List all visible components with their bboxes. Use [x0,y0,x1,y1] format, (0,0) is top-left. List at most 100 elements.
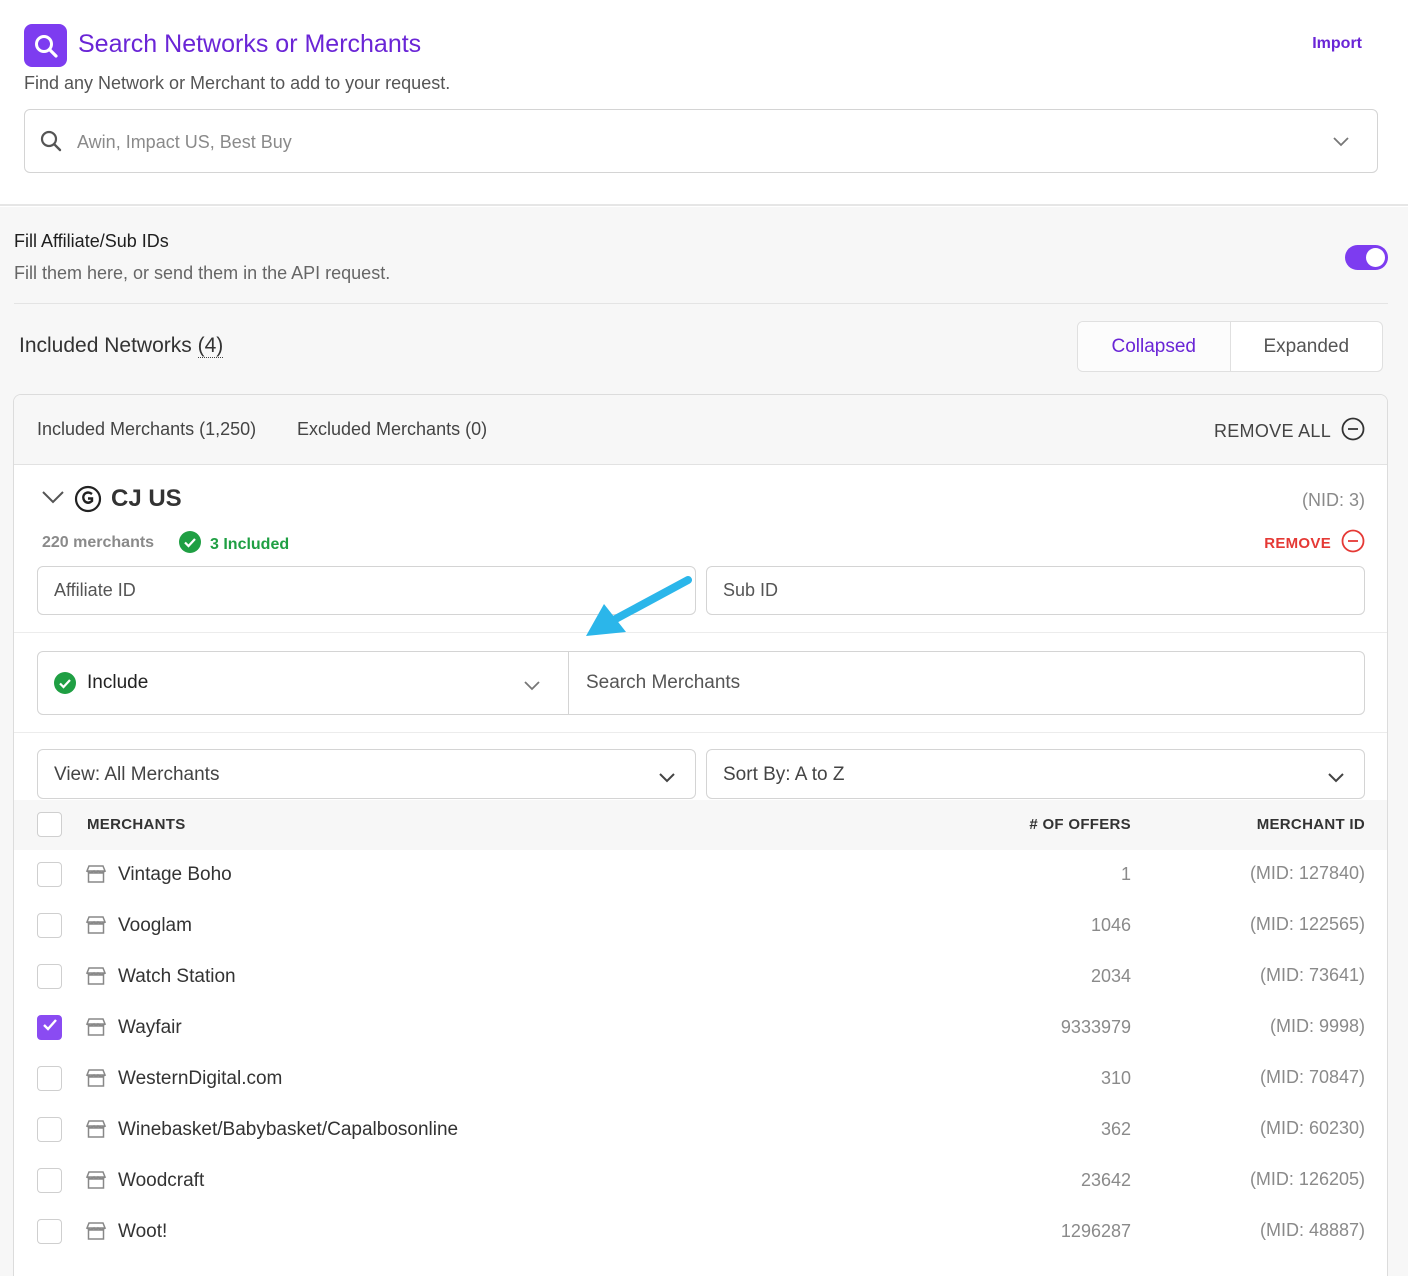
column-offers[interactable]: # OF OFFERS [1029,816,1131,833]
merchant-id: (MID: 48887) [1259,1220,1365,1240]
row-checkbox[interactable] [37,1066,62,1091]
store-icon [85,1017,107,1042]
page-subtitle: Find any Network or Merchant to add to y… [24,73,451,93]
divider [14,303,1388,304]
sub-id-field[interactable] [706,566,1365,615]
column-merchants[interactable]: MERCHANTS [87,816,186,833]
collapse-chevron-icon[interactable] [42,491,64,510]
sort-filter-select[interactable]: Sort By: A to Z [706,749,1365,799]
table-row[interactable]: Woodcraft 23642 (MID: 126205) [14,1156,1387,1207]
select-all-checkbox[interactable] [37,812,62,837]
merchant-id: (MID: 9998) [1269,1016,1365,1036]
remove-all-button[interactable]: REMOVE ALL [1214,417,1365,446]
merchant-id: (MID: 60230) [1259,1118,1365,1138]
row-checkbox[interactable] [37,1117,62,1142]
included-networks-label: Included Networks [19,334,198,357]
chevron-down-icon [659,770,675,788]
remove-network-label: REMOVE [1264,534,1331,552]
merchant-name: WesternDigital.com [118,1068,283,1089]
merchant-name: Vintage Boho [118,864,232,885]
network-name: CJ US [111,485,182,512]
included-count-text: 3 Included [210,535,290,553]
table-row[interactable]: Wayfair 9333979 (MID: 9998) [14,1003,1387,1054]
config-panel: Fill Affiliate/Sub IDs Fill them here, o… [0,207,1408,1276]
store-icon [85,966,107,991]
merchant-count: 220 merchants [42,534,155,551]
table-row[interactable]: Watch Station 2034 (MID: 73641) [14,952,1387,1003]
minus-circle-icon [1341,417,1365,446]
include-mode-select[interactable]: Include [38,652,569,714]
view-filter-select[interactable]: View: All Merchants [37,749,696,799]
search-icon [39,129,63,158]
merchant-name: Watch Station [118,966,236,987]
network-id: (NID: 3) [1302,490,1365,510]
chevron-down-icon[interactable] [1333,134,1349,152]
include-search-row: Include [37,651,1365,715]
offer-count: 362 [1100,1119,1131,1139]
table-row[interactable]: Winebasket/Babybasket/Capalbosonline 362 (… [14,1105,1387,1156]
store-icon [85,1221,107,1246]
table-header: MERCHANTS # OF OFFERS MERCHANT ID [14,800,1387,850]
annotation-arrow-icon [586,576,692,636]
network-search-input[interactable] [77,122,1307,162]
tab-included-merchants[interactable]: Included Merchants (1,250) [37,419,257,439]
tab-excluded-merchants[interactable]: Excluded Merchants (0) [297,419,488,439]
include-mode-label: Include [87,672,149,693]
merchant-id: (MID: 122565) [1249,914,1365,934]
fill-ids-subtitle: Fill them here, or send them in the API … [14,263,391,283]
merchant-search-input[interactable] [570,652,1364,714]
column-merchant-id[interactable]: MERCHANT ID [1256,816,1365,833]
row-checkbox[interactable] [37,913,62,938]
row-checkbox[interactable] [37,1015,62,1040]
network-search-box[interactable] [24,109,1378,173]
offer-count: 1046 [1090,915,1131,935]
network-card: Included Merchants (1,250) Excluded Merc… [13,394,1388,1276]
store-icon [85,1068,107,1093]
row-checkbox[interactable] [37,964,62,989]
divider [14,732,1387,733]
remove-network-button[interactable]: REMOVE [1264,529,1365,557]
merchant-name: Vooglam [118,915,192,936]
offer-count: 310 [1100,1068,1131,1088]
affiliate-id-field[interactable] [37,566,696,615]
table-row[interactable]: Vooglam 1046 (MID: 122565) [14,901,1387,952]
merchant-search-field[interactable] [570,652,1364,714]
merchant-id: (MID: 127840) [1249,863,1365,883]
offer-count: 1 [1120,864,1131,884]
check-circle-icon [179,531,201,558]
table-row[interactable]: WesternDigital.com 310 (MID: 70847) [14,1054,1387,1105]
store-icon [85,864,107,889]
view-collapsed-button[interactable]: Collapsed [1078,322,1231,371]
store-icon [85,1170,107,1195]
included-networks-count[interactable]: (4) [197,334,224,358]
import-link[interactable]: Import [1312,35,1362,52]
fill-ids-title: Fill Affiliate/Sub IDs [14,231,169,251]
checkmark-icon [42,1018,58,1037]
merchant-name: Woot! [118,1221,168,1242]
included-networks-title: Included Networks (4) [19,334,224,358]
store-icon [85,1119,107,1144]
search-header: Search Networks or Merchants Import Find… [0,0,1408,206]
view-filter-label: View: All Merchants [54,764,220,785]
offer-count: 9333979 [1060,1017,1131,1037]
row-checkbox[interactable] [37,1168,62,1193]
merchant-id: (MID: 70847) [1259,1067,1365,1087]
toggle-knob [1366,248,1385,267]
sub-id-input[interactable] [707,567,1364,614]
chevron-down-icon [524,678,540,696]
minus-circle-icon [1341,529,1365,557]
sort-filter-label: Sort By: A to Z [723,764,845,785]
affiliate-id-input[interactable] [38,567,695,614]
table-row[interactable]: Vintage Boho 1 (MID: 127840) [14,850,1387,901]
fill-ids-toggle[interactable] [1345,245,1388,270]
divider [14,632,1387,633]
row-checkbox[interactable] [37,862,62,887]
chevron-down-icon [1328,770,1344,788]
row-checkbox[interactable] [37,1219,62,1244]
included-badge: 3 Included [179,531,289,558]
table-row[interactable]: Woot! 1296287 (MID: 48887) [14,1207,1387,1258]
view-expanded-button[interactable]: Expanded [1263,335,1350,357]
remove-all-label: REMOVE ALL [1213,421,1331,441]
merchant-name: Winebasket/Babybasket/Capalbosonline [118,1119,459,1140]
offer-count: 23642 [1080,1170,1131,1190]
